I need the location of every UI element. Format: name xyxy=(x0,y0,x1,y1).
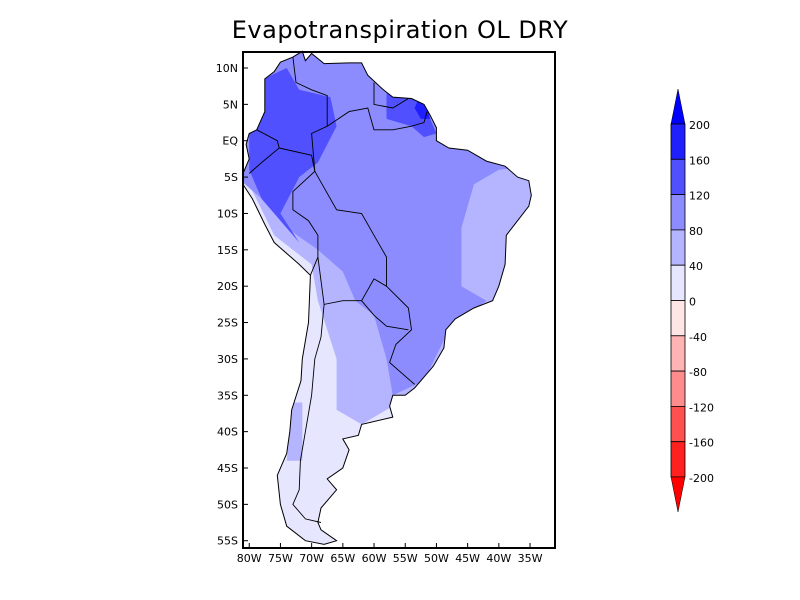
lon-tick-label: 55W xyxy=(393,552,418,565)
colorbar: 200 160 120 80 40 0 -40 -80 -120 -160 -200 xyxy=(670,88,714,513)
colorbar-swatch xyxy=(670,405,686,443)
country-border xyxy=(373,82,409,109)
colorbar-bottom-arrow xyxy=(670,476,686,513)
colorbar-swatch xyxy=(670,441,686,478)
colorbar-swatch xyxy=(670,194,686,231)
colorbar-level-label: -200 xyxy=(689,472,714,485)
lon-tick-label: 35W xyxy=(518,552,543,565)
colorbar-swatch xyxy=(670,264,686,301)
et-zone-40-80-chile xyxy=(286,402,303,461)
country-border xyxy=(279,147,319,276)
country-border xyxy=(292,304,325,523)
country-border xyxy=(326,107,428,131)
lat-tick-label: 40S xyxy=(217,426,238,439)
lat-tick-label: 10N xyxy=(216,62,238,75)
lon-tick-label: 40W xyxy=(486,552,511,565)
lat-tick-label: 10S xyxy=(217,207,238,220)
lon-tick-label: 50W xyxy=(424,552,449,565)
colorbar-swatch xyxy=(670,158,686,196)
country-border xyxy=(292,57,328,172)
colorbar-level-label: -160 xyxy=(689,437,714,450)
country-borders xyxy=(248,57,428,523)
latitude-axis: 10N 5N EQ 5S 10S 15S 20S 25S 30S 35S 40S 45S 50S 55S xyxy=(216,62,248,548)
longitude-axis: 80W 75W 70W 65W 60W 55W 50W 45W 40W 35W xyxy=(237,543,543,565)
lon-tick-label: 70W xyxy=(299,552,324,565)
et-zone-120-160-west xyxy=(249,68,337,243)
map-frame xyxy=(242,51,556,549)
colorbar-top-arrow xyxy=(670,88,686,125)
lat-tick-label: 35S xyxy=(217,389,238,402)
lat-tick-label: 25S xyxy=(217,317,238,330)
colorbar-level-label: 80 xyxy=(689,225,703,238)
lat-tick-label: 55S xyxy=(217,535,238,548)
lat-tick-label: 45S xyxy=(217,462,238,475)
lat-tick-label: 5N xyxy=(223,98,238,111)
coastline xyxy=(242,50,532,545)
colorbar-swatch xyxy=(670,123,686,160)
colorbar-level-label: 40 xyxy=(689,260,703,273)
lat-tick-label: 20S xyxy=(217,280,238,293)
colorbar-swatch xyxy=(670,300,686,337)
lat-tick-label: EQ xyxy=(222,135,238,148)
colorbar-swatch xyxy=(670,370,686,407)
lat-tick-label: 15S xyxy=(217,244,238,257)
lon-tick-label: 65W xyxy=(330,552,355,565)
lon-tick-label: 80W xyxy=(237,552,262,565)
lat-tick-label: 30S xyxy=(217,353,238,366)
country-border xyxy=(317,257,387,305)
colorbar-level-label: -40 xyxy=(689,331,707,344)
colorbar-level-label: -80 xyxy=(689,366,707,379)
lat-tick-label: 5S xyxy=(224,171,238,184)
colorbar-swatch xyxy=(670,229,686,266)
colorbar-level-label: 160 xyxy=(689,154,710,167)
plot-title: Evapotranspiration OL DRY xyxy=(231,16,569,44)
country-border xyxy=(361,300,409,331)
colorbar-level-label: -120 xyxy=(689,401,714,414)
lon-tick-label: 75W xyxy=(268,552,293,565)
lat-tick-label: 50S xyxy=(217,498,238,511)
colorbar-level-label: 120 xyxy=(689,190,710,203)
colorbar-level-label: 0 xyxy=(689,296,696,309)
colorbar-level-label: 200 xyxy=(689,119,710,132)
lon-tick-label: 45W xyxy=(455,552,480,565)
lon-tick-label: 60W xyxy=(362,552,387,565)
colorbar-swatch xyxy=(670,335,686,372)
